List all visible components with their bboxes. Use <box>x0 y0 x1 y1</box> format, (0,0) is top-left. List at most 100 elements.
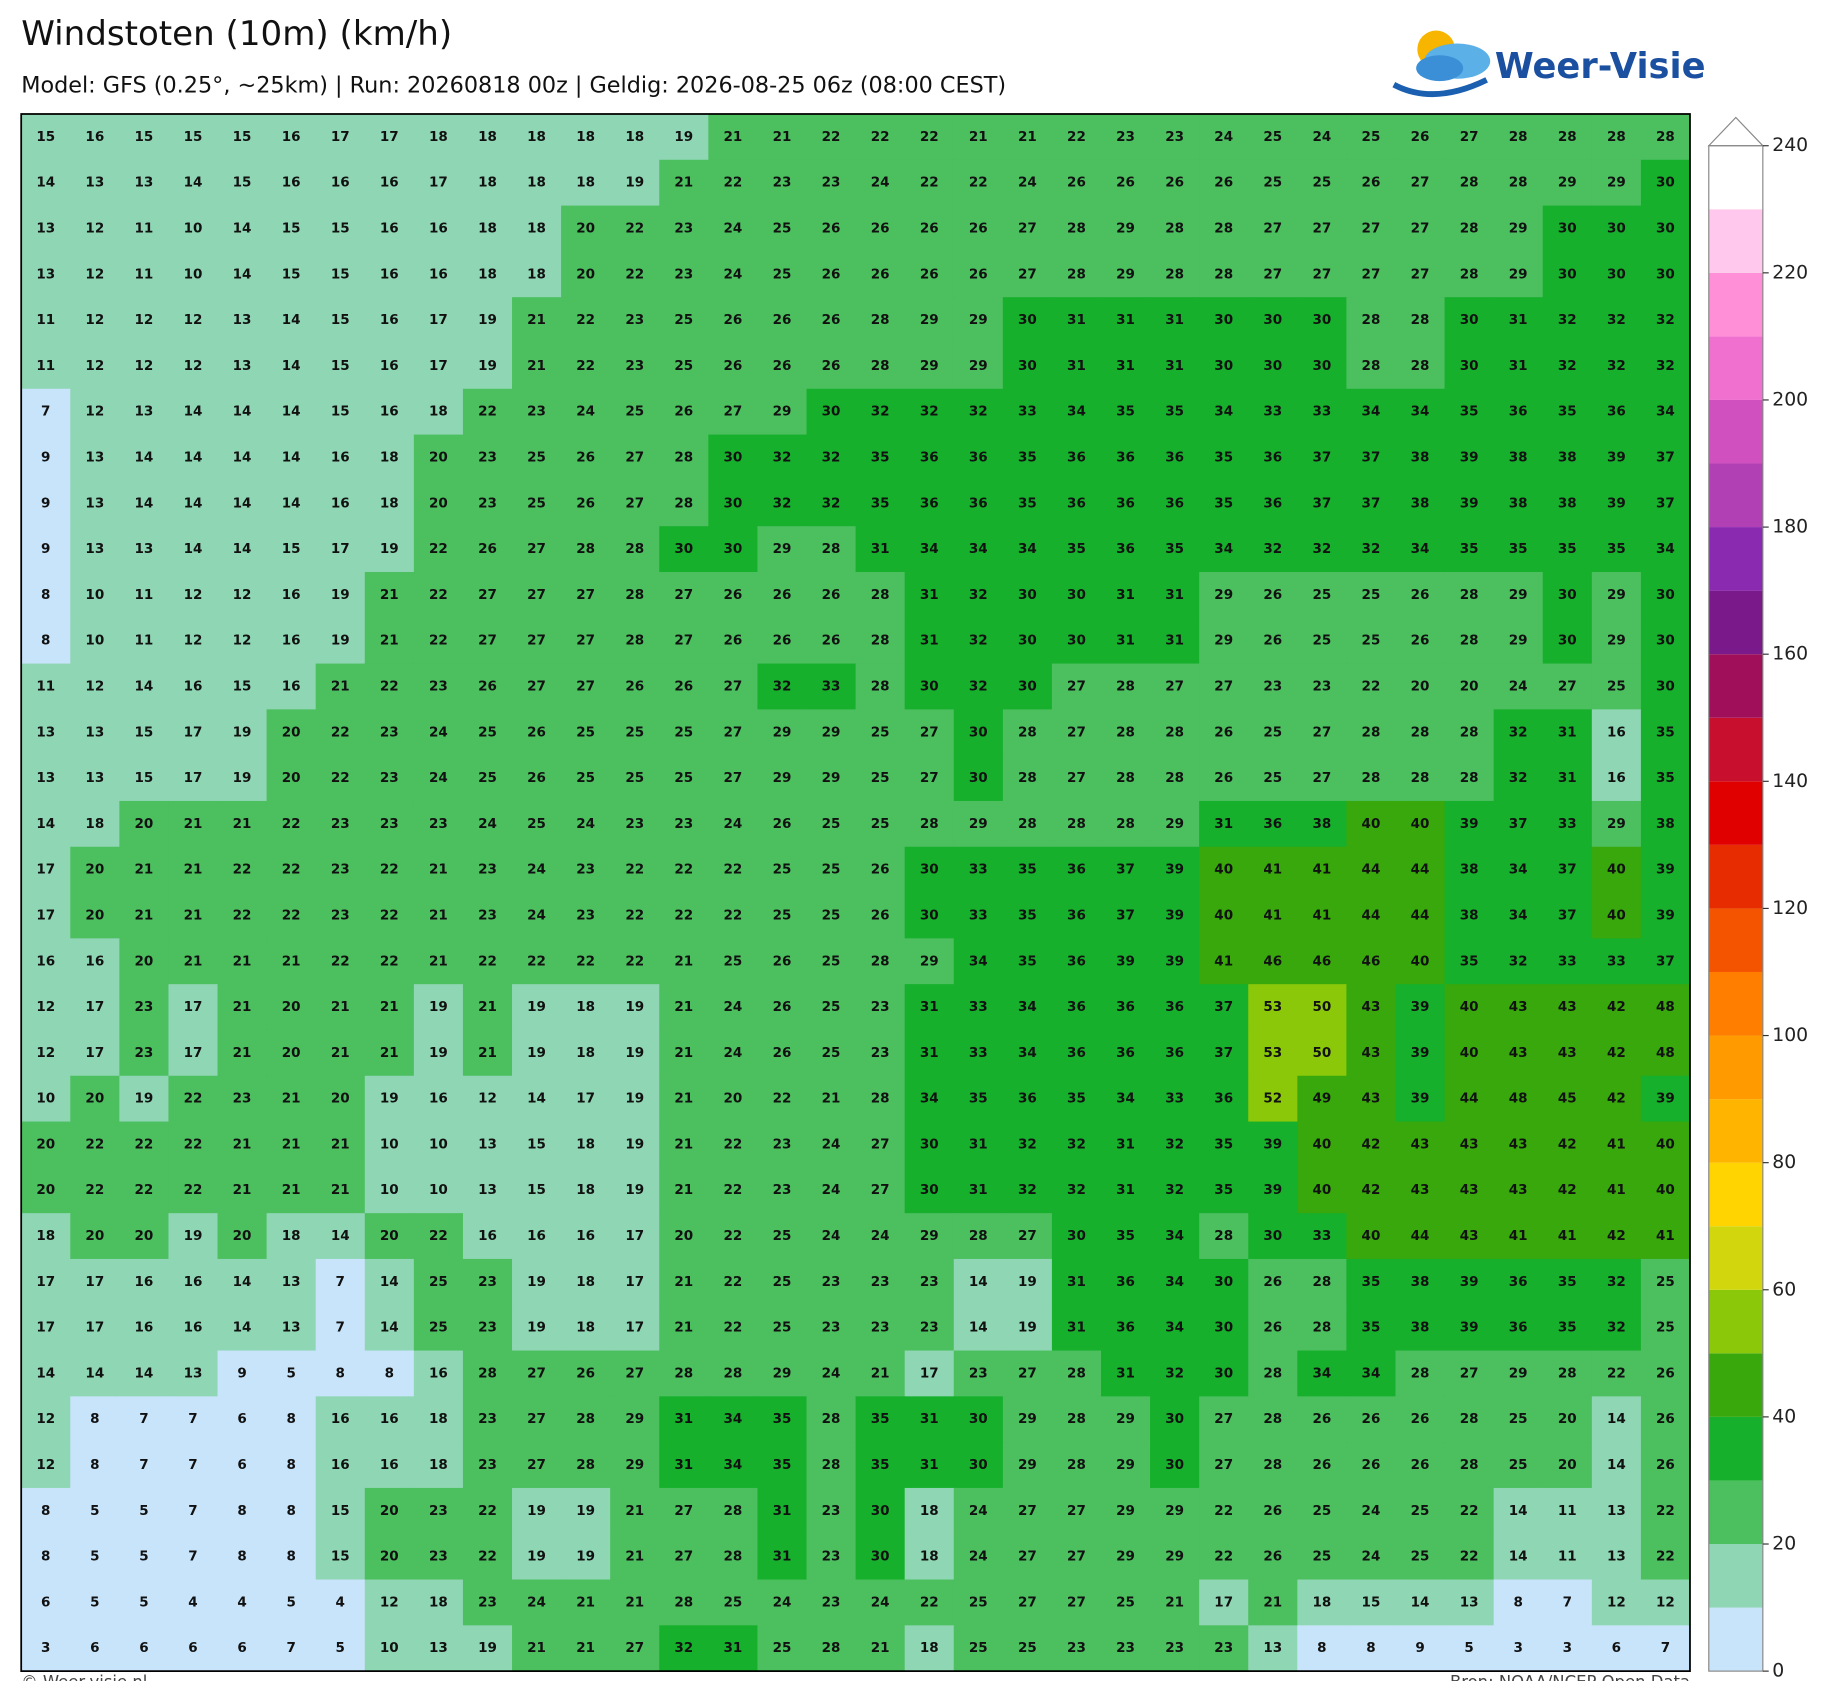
wind-cell <box>953 755 1004 802</box>
wind-cell <box>1100 892 1151 939</box>
wind-cell <box>168 1350 219 1397</box>
wind-value: 31 <box>1509 312 1528 328</box>
wind-value: 41 <box>1263 862 1282 878</box>
wind-cell <box>1346 205 1397 252</box>
wind-cell <box>413 663 464 710</box>
wind-cell <box>462 1625 513 1672</box>
wind-cell <box>806 1625 857 1672</box>
wind-cell <box>266 205 317 252</box>
wind-value: 24 <box>576 816 595 832</box>
wind-cell <box>561 709 611 756</box>
wind-cell <box>1444 1167 1495 1214</box>
wind-value: 34 <box>1018 541 1037 557</box>
wind-cell <box>21 1625 71 1672</box>
wind-value: 5 <box>139 1594 148 1610</box>
wind-cell <box>904 1167 955 1214</box>
wind-value: 29 <box>969 312 988 328</box>
wind-value: 26 <box>576 1365 595 1381</box>
wind-cell <box>462 342 513 390</box>
wind-value: 44 <box>1411 1228 1430 1244</box>
wind-cell <box>1346 1350 1397 1397</box>
wind-cell <box>1346 571 1397 619</box>
wind-cell <box>855 388 906 436</box>
wind-value: 36 <box>1067 907 1086 923</box>
wind-value: 32 <box>1558 358 1577 374</box>
wind-value: 16 <box>380 404 399 420</box>
wind-value: 33 <box>1607 953 1626 969</box>
wind-cell <box>462 1121 513 1168</box>
wind-cell <box>1150 1304 1200 1352</box>
wind-cell <box>1002 1213 1053 1260</box>
wind-value: 34 <box>723 1457 742 1473</box>
wind-value: 26 <box>527 724 546 740</box>
wind-cell <box>561 297 611 344</box>
wind-cell <box>119 526 170 573</box>
wind-value: 25 <box>969 1594 988 1610</box>
wind-cell <box>1591 1304 1642 1352</box>
wind-cell <box>904 342 955 390</box>
wind-value: 22 <box>1460 1549 1479 1565</box>
wind-cell <box>1150 984 1200 1031</box>
wind-value: 22 <box>576 358 595 374</box>
wind-cell <box>21 480 71 527</box>
wind-value: 21 <box>625 1503 644 1519</box>
wind-value: 15 <box>282 541 301 557</box>
wind-cell <box>1002 1258 1053 1306</box>
wind-cell <box>364 1350 415 1397</box>
wind-value: 21 <box>331 1045 350 1061</box>
wind-value: 28 <box>1018 770 1037 786</box>
wind-cell <box>1640 1533 1691 1581</box>
wind-cell <box>168 1625 219 1672</box>
wind-cell <box>659 1579 709 1626</box>
wind-cell <box>561 159 611 207</box>
wind-cell <box>462 846 513 894</box>
wind-cell <box>315 434 366 481</box>
wind-value: 21 <box>429 907 448 923</box>
wind-cell <box>1395 755 1446 802</box>
wind-value: 32 <box>1165 1182 1184 1198</box>
wind-cell <box>21 1167 71 1214</box>
wind-cell <box>266 297 317 344</box>
wind-value: 29 <box>920 1228 939 1244</box>
wind-cell <box>855 709 906 756</box>
wind-cell <box>1493 1350 1544 1397</box>
wind-value: 46 <box>1263 953 1282 969</box>
wind-cell <box>1591 1350 1642 1397</box>
wind-value: 37 <box>1362 449 1381 465</box>
wind-value: 18 <box>478 266 497 282</box>
wind-value: 32 <box>1067 1182 1086 1198</box>
wind-value: 28 <box>1460 633 1479 649</box>
wind-cell <box>953 846 1004 894</box>
wind-cell <box>904 480 955 527</box>
wind-cell <box>1297 1304 1347 1352</box>
wind-value: 12 <box>85 358 104 374</box>
wind-cell <box>1297 113 1347 161</box>
wind-value: 18 <box>625 129 644 145</box>
wind-value: 34 <box>1165 1274 1184 1290</box>
wind-cell <box>1150 709 1200 756</box>
wind-cell <box>1591 571 1642 619</box>
wind-value: 29 <box>1116 266 1135 282</box>
wind-value: 11 <box>36 358 55 374</box>
wind-cell <box>953 1625 1004 1672</box>
wind-cell <box>413 1213 464 1260</box>
wind-cell <box>1542 1075 1593 1123</box>
wind-cell <box>21 1396 71 1443</box>
wind-value: 29 <box>920 312 939 328</box>
wind-cell <box>217 1442 268 1489</box>
wind-value: 35 <box>1460 404 1479 420</box>
wind-cell <box>1591 205 1642 252</box>
wind-cell <box>413 1350 464 1397</box>
wind-cell <box>1640 1350 1691 1397</box>
wind-cell <box>70 571 120 619</box>
wind-value: 38 <box>1411 1274 1430 1290</box>
wind-value: 30 <box>723 495 742 511</box>
wind-cell <box>315 1029 366 1077</box>
wind-cell <box>168 984 219 1031</box>
wind-cell <box>1493 800 1544 848</box>
wind-cell <box>119 984 170 1031</box>
wind-value: 31 <box>1067 1320 1086 1336</box>
wind-cell <box>953 1258 1004 1306</box>
wind-value: 28 <box>723 1365 742 1381</box>
wind-value: 25 <box>773 266 792 282</box>
